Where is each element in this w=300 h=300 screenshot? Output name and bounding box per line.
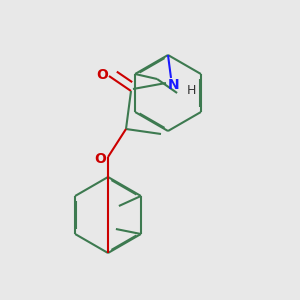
Text: O: O: [96, 68, 108, 82]
Text: N: N: [168, 78, 180, 92]
Text: H: H: [186, 85, 196, 98]
Text: O: O: [94, 152, 106, 166]
